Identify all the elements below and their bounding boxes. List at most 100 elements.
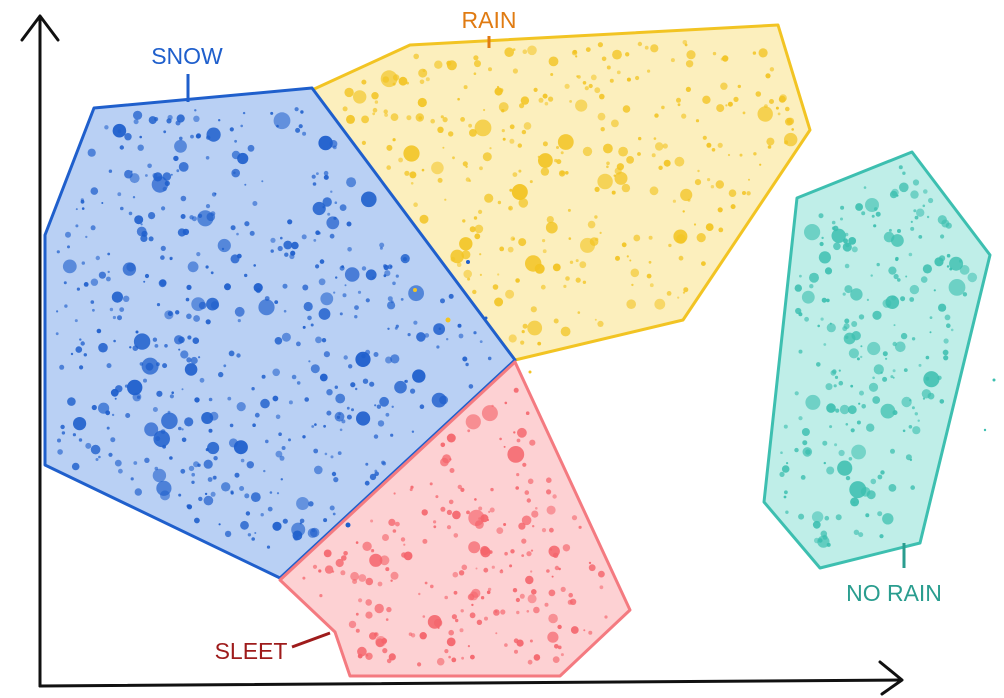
texture-dot — [372, 107, 378, 113]
texture-dot — [299, 518, 305, 524]
texture-dot — [512, 68, 519, 74]
texture-dot — [135, 330, 139, 334]
texture-dot — [395, 324, 399, 328]
texture-dot — [943, 355, 949, 361]
texture-dot — [597, 173, 613, 190]
texture-dot — [531, 510, 539, 518]
texture-dot — [491, 565, 495, 569]
texture-dot — [565, 171, 569, 175]
texture-dot — [871, 214, 875, 218]
texture-dot — [631, 283, 634, 287]
texture-dot — [234, 472, 240, 478]
texture-dot — [162, 186, 167, 192]
texture-dot — [440, 298, 445, 304]
texture-dot — [528, 370, 532, 374]
texture-dot — [943, 338, 949, 344]
texture-dot — [112, 315, 116, 320]
texture-dot — [925, 376, 930, 381]
texture-dot — [681, 113, 687, 119]
texture-dot — [310, 364, 320, 374]
dots-sleet — [302, 387, 608, 667]
texture-dot — [190, 134, 194, 139]
texture-dot — [898, 165, 903, 170]
texture-dot — [910, 485, 915, 490]
texture-dot — [178, 162, 189, 172]
texture-dot — [448, 655, 451, 659]
texture-dot — [739, 153, 743, 157]
texture-dot — [323, 174, 329, 180]
texture-dot — [365, 599, 373, 606]
texture-dot — [651, 153, 656, 158]
texture-dot — [959, 265, 970, 275]
texture-dot — [340, 570, 346, 576]
texture-dot — [892, 369, 896, 373]
texture-dot — [479, 273, 482, 276]
texture-dot — [512, 237, 515, 241]
texture-dot — [621, 183, 631, 193]
texture-dot — [205, 265, 209, 269]
texture-dot — [294, 107, 299, 112]
texture-dot — [302, 325, 306, 329]
texture-dot — [55, 332, 59, 336]
texture-dot — [421, 168, 425, 172]
texture-dot — [962, 292, 968, 297]
texture-dot — [487, 356, 492, 361]
texture-dot — [371, 549, 375, 552]
texture-dot — [355, 628, 360, 633]
texture-dot — [489, 550, 493, 554]
texture-dot — [629, 259, 632, 262]
texture-dot — [851, 331, 861, 341]
texture-dot — [644, 45, 649, 50]
texture-dot — [435, 495, 439, 499]
texture-dot — [866, 298, 870, 301]
texture-dot — [251, 537, 255, 541]
texture-dot — [521, 129, 527, 135]
texture-dot — [876, 262, 880, 267]
texture-dot — [451, 657, 457, 663]
texture-dot — [430, 118, 436, 124]
texture-dot — [725, 104, 728, 107]
texture-dot — [244, 183, 247, 186]
texture-dot — [515, 597, 521, 603]
texture-dot — [488, 67, 492, 72]
texture-dot — [153, 430, 170, 448]
texture-dot — [228, 350, 235, 357]
texture-dot — [786, 117, 795, 126]
texture-dot — [63, 281, 67, 285]
texture-dot — [794, 391, 799, 396]
texture-dot — [913, 209, 917, 213]
texture-dot — [527, 45, 537, 56]
texture-dot — [582, 280, 587, 284]
texture-dot — [544, 602, 549, 607]
texture-dot — [240, 520, 249, 530]
texture-dot — [938, 303, 947, 312]
texture-dot — [560, 326, 571, 337]
texture-dot — [499, 569, 504, 574]
texture-dot — [413, 202, 418, 207]
texture-dot — [303, 301, 313, 312]
texture-dot — [110, 388, 119, 397]
texture-dot — [57, 438, 61, 443]
texture-dot — [467, 277, 471, 281]
texture-dot — [577, 311, 581, 314]
texture-dot — [673, 229, 688, 244]
texture-dot — [458, 570, 465, 576]
texture-dot — [468, 541, 481, 554]
texture-dot — [275, 414, 281, 420]
texture-dot — [850, 384, 854, 388]
texture-dot — [462, 161, 468, 167]
texture-dot — [697, 169, 700, 173]
texture-dot — [779, 94, 787, 102]
texture-dot — [267, 506, 273, 512]
texture-dot — [128, 211, 133, 216]
texture-dot — [479, 166, 483, 171]
texture-dot — [418, 592, 421, 596]
texture-dot — [524, 490, 530, 495]
texture-dot — [95, 255, 101, 261]
texture-dot — [569, 100, 572, 103]
texture-dot — [446, 637, 456, 647]
texture-dot — [324, 565, 334, 574]
texture-dot — [457, 484, 462, 490]
texture-dot — [829, 425, 833, 429]
texture-dot — [224, 283, 231, 291]
